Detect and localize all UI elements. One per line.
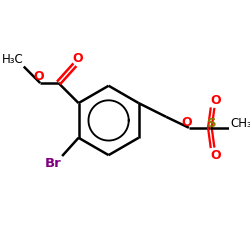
Text: S: S bbox=[207, 117, 216, 130]
Text: O: O bbox=[72, 52, 83, 65]
Text: Br: Br bbox=[44, 157, 61, 170]
Text: O: O bbox=[182, 116, 192, 129]
Text: H₃C: H₃C bbox=[2, 53, 24, 66]
Text: CH₃: CH₃ bbox=[230, 117, 250, 130]
Text: O: O bbox=[210, 149, 221, 162]
Text: O: O bbox=[33, 70, 44, 83]
Text: O: O bbox=[210, 94, 221, 107]
